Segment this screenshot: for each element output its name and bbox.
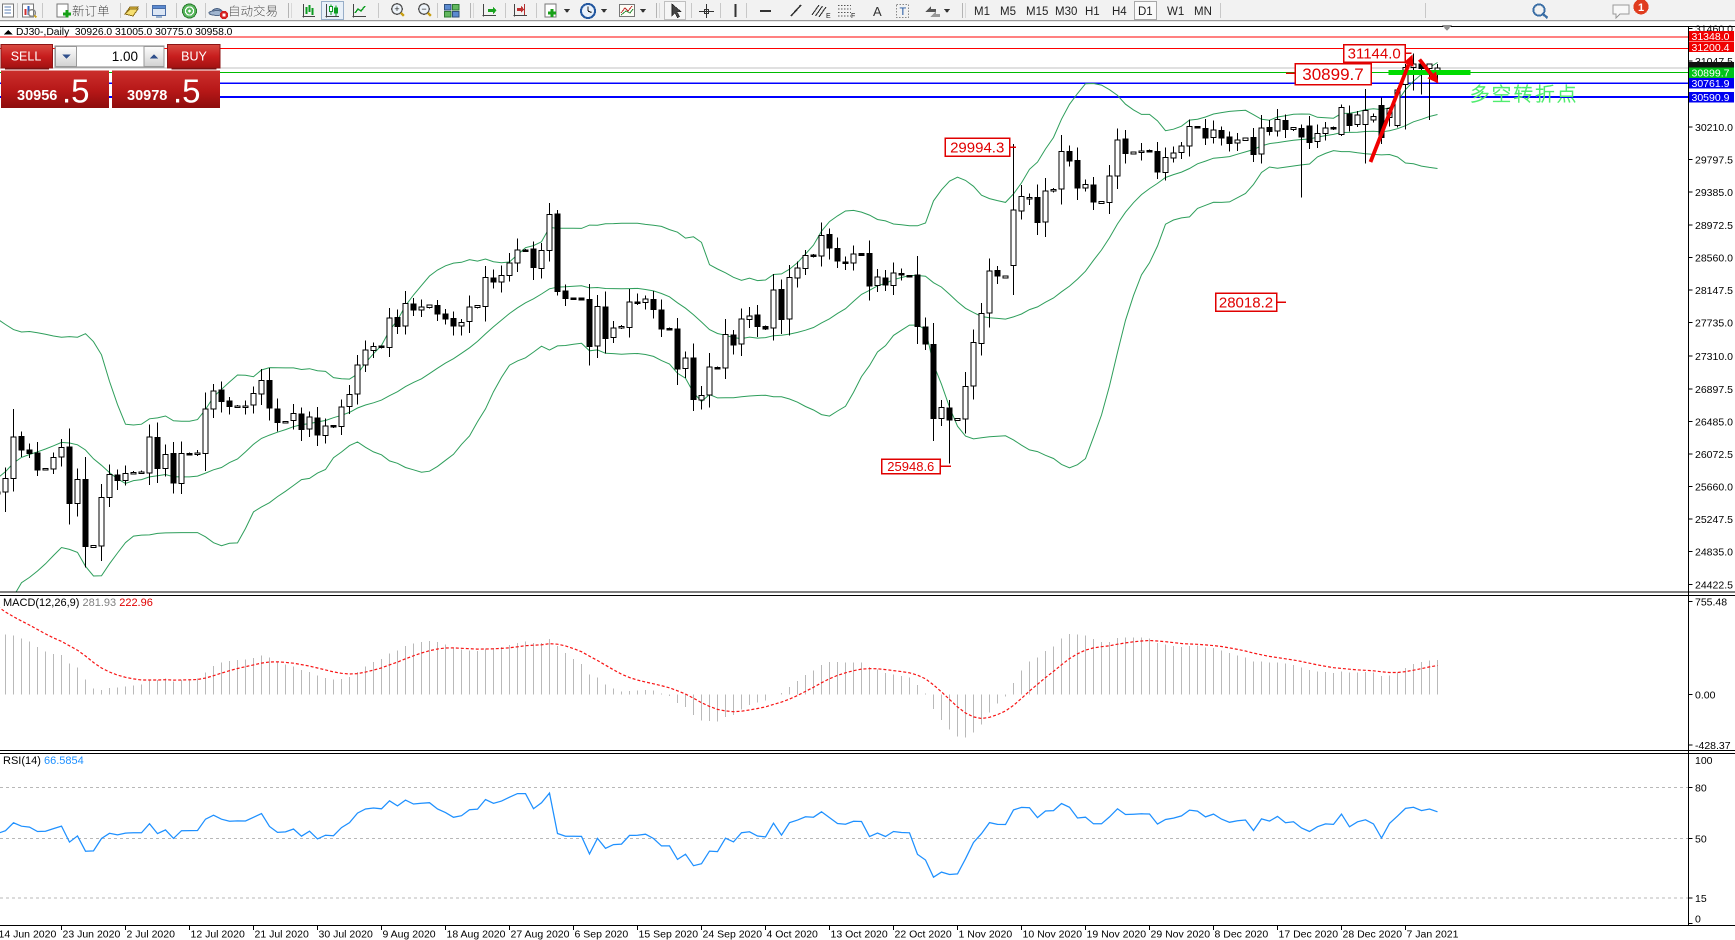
svg-text:28147.5: 28147.5 [1695,285,1733,297]
svg-text:12 Jul 2020: 12 Jul 2020 [191,929,245,940]
svg-text:25660.0: 25660.0 [1695,482,1733,494]
svg-text:30210.0: 30210.0 [1695,122,1733,134]
svg-text:M30: M30 [1055,6,1077,18]
svg-text:MACD(12,26,9) 281.93 222.96: MACD(12,26,9) 281.93 222.96 [3,597,153,609]
svg-text:31144.0: 31144.0 [1348,46,1401,63]
svg-text:27735.0: 27735.0 [1695,318,1733,330]
svg-text:17 Dec 2020: 17 Dec 2020 [1279,929,1339,940]
svg-text:M15: M15 [1026,6,1048,18]
svg-text:28972.5: 28972.5 [1695,220,1733,232]
svg-text:M5: M5 [1000,6,1016,18]
svg-text:30 Jul 2020: 30 Jul 2020 [319,929,373,940]
svg-text:RSI(14) 66.5854: RSI(14) 66.5854 [3,755,84,767]
svg-text:18 Aug 2020: 18 Aug 2020 [447,929,506,940]
svg-text:1 Nov 2020: 1 Nov 2020 [959,929,1013,940]
svg-text:.5: .5 [173,73,201,110]
svg-text:25948.6: 25948.6 [887,459,934,474]
svg-text:H4: H4 [1112,6,1127,18]
svg-text:.5: .5 [62,73,90,110]
svg-text:30956: 30956 [17,88,57,104]
svg-text:31348.0: 31348.0 [1692,31,1730,43]
svg-text:7 Jan 2021: 7 Jan 2021 [1407,929,1459,940]
svg-text:29385.0: 29385.0 [1695,187,1733,199]
svg-text:31200.4: 31200.4 [1692,42,1730,54]
svg-text:21 Jul 2020: 21 Jul 2020 [255,929,309,940]
svg-text:100: 100 [1695,755,1713,767]
svg-text:T: T [900,6,907,18]
svg-text:-428.37: -428.37 [1695,740,1731,752]
svg-text:26072.5: 26072.5 [1695,449,1733,461]
svg-text:50: 50 [1695,833,1707,845]
svg-text:28 Dec 2020: 28 Dec 2020 [1343,929,1403,940]
svg-text:19 Nov 2020: 19 Nov 2020 [1087,929,1147,940]
svg-text:15 Sep 2020: 15 Sep 2020 [639,929,699,940]
svg-text:29994.3: 29994.3 [950,139,1004,156]
svg-text:F: F [851,13,855,20]
svg-text:MN: MN [1194,6,1212,18]
svg-text:14 Jun 2020: 14 Jun 2020 [0,929,56,940]
svg-text:29 Nov 2020: 29 Nov 2020 [1151,929,1211,940]
svg-text:DJ30-,Daily 30926.0 31005.0 3: DJ30-,Daily 30926.0 31005.0 30775.0 3095… [16,27,233,38]
svg-text:30761.9: 30761.9 [1692,78,1730,90]
svg-text:BUY: BUY [181,50,207,64]
svg-text:6 Sep 2020: 6 Sep 2020 [575,929,629,940]
svg-text:+: + [394,4,399,14]
svg-text:1.00: 1.00 [112,49,138,64]
svg-text:9 Aug 2020: 9 Aug 2020 [383,929,436,940]
svg-text:28560.0: 28560.0 [1695,252,1733,264]
svg-text:0.00: 0.00 [1695,689,1716,701]
svg-text:26485.0: 26485.0 [1695,416,1733,428]
svg-text:29797.5: 29797.5 [1695,155,1733,167]
svg-text:D1: D1 [1138,6,1153,18]
svg-text:2 Jul 2020: 2 Jul 2020 [127,929,176,940]
svg-text:24835.0: 24835.0 [1695,547,1733,559]
svg-text:10 Nov 2020: 10 Nov 2020 [1023,929,1083,940]
svg-text:25247.5: 25247.5 [1695,514,1733,526]
svg-text:28018.2: 28018.2 [1219,295,1273,312]
svg-text:15: 15 [1695,893,1707,905]
svg-text:80: 80 [1695,782,1707,794]
svg-text:−: − [421,4,426,14]
svg-text:30978: 30978 [127,88,167,104]
svg-text:30899.7: 30899.7 [1302,65,1363,84]
svg-text:30590.9: 30590.9 [1692,92,1730,104]
svg-text:A: A [873,4,882,19]
svg-text:SELL: SELL [11,50,42,64]
svg-text:30899.7: 30899.7 [1692,67,1730,79]
svg-text:27310.0: 27310.0 [1695,351,1733,363]
svg-text:1: 1 [1638,2,1644,14]
svg-text:24422.5: 24422.5 [1695,579,1733,591]
svg-text:13 Oct 2020: 13 Oct 2020 [831,929,888,940]
svg-text:22 Oct 2020: 22 Oct 2020 [895,929,952,940]
svg-text:27 Aug 2020: 27 Aug 2020 [511,929,570,940]
svg-text:24 Sep 2020: 24 Sep 2020 [703,929,763,940]
svg-text:23 Jun 2020: 23 Jun 2020 [63,929,121,940]
svg-text:26897.5: 26897.5 [1695,384,1733,396]
svg-text:755.48: 755.48 [1695,597,1727,609]
svg-text:W1: W1 [1167,6,1184,18]
svg-text:8 Dec 2020: 8 Dec 2020 [1215,929,1269,940]
svg-text:4 Oct 2020: 4 Oct 2020 [767,929,819,940]
svg-text:E: E [826,13,831,20]
svg-text:0: 0 [1695,914,1701,926]
svg-text:M1: M1 [974,6,990,18]
svg-text:H1: H1 [1085,6,1100,18]
